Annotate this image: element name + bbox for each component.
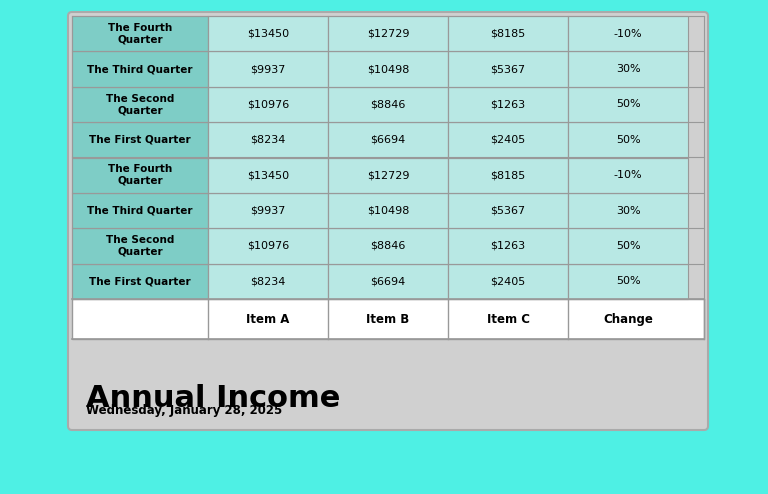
- Bar: [328, 87, 448, 122]
- Bar: [208, 51, 328, 87]
- Bar: [72, 51, 208, 87]
- Text: Annual Income: Annual Income: [86, 384, 340, 413]
- Text: The Fourth
Quarter: The Fourth Quarter: [108, 23, 172, 44]
- Bar: [72, 228, 208, 264]
- Text: $10498: $10498: [367, 206, 409, 215]
- Bar: [568, 228, 688, 264]
- Text: $13450: $13450: [247, 170, 289, 180]
- Text: $8185: $8185: [491, 29, 526, 39]
- Bar: [208, 158, 328, 193]
- Bar: [208, 16, 328, 51]
- Bar: [208, 264, 328, 299]
- Text: The First Quarter: The First Quarter: [89, 135, 190, 145]
- Text: The Second
Quarter: The Second Quarter: [106, 235, 174, 257]
- Text: $10976: $10976: [247, 99, 289, 110]
- Text: The Third Quarter: The Third Quarter: [88, 64, 193, 74]
- Text: $2405: $2405: [491, 276, 526, 287]
- Bar: [72, 299, 704, 339]
- Text: $1263: $1263: [491, 241, 525, 251]
- Bar: [72, 122, 208, 158]
- Bar: [568, 16, 688, 51]
- Text: $5367: $5367: [491, 206, 525, 215]
- Bar: [568, 51, 688, 87]
- Bar: [448, 158, 568, 193]
- Text: 50%: 50%: [616, 99, 641, 110]
- Bar: [208, 122, 328, 158]
- Text: $8234: $8234: [250, 276, 286, 287]
- Text: 30%: 30%: [616, 206, 641, 215]
- Text: $8846: $8846: [370, 99, 406, 110]
- Text: 50%: 50%: [616, 135, 641, 145]
- Bar: [328, 264, 448, 299]
- Bar: [72, 16, 208, 51]
- Text: $6694: $6694: [370, 276, 406, 287]
- Text: The First Quarter: The First Quarter: [89, 276, 190, 287]
- Bar: [568, 158, 688, 193]
- Bar: [72, 87, 208, 122]
- Bar: [328, 193, 448, 228]
- Bar: [208, 193, 328, 228]
- Text: $5367: $5367: [491, 64, 525, 74]
- Bar: [568, 87, 688, 122]
- Text: $8185: $8185: [491, 170, 526, 180]
- Bar: [568, 264, 688, 299]
- Bar: [448, 122, 568, 158]
- Bar: [328, 122, 448, 158]
- Text: The Second
Quarter: The Second Quarter: [106, 94, 174, 115]
- Text: -10%: -10%: [614, 170, 643, 180]
- Bar: [448, 16, 568, 51]
- Bar: [328, 16, 448, 51]
- Bar: [328, 158, 448, 193]
- Text: -10%: -10%: [614, 29, 643, 39]
- Text: Wednesday, January 28, 2025: Wednesday, January 28, 2025: [86, 404, 283, 417]
- Text: $2405: $2405: [491, 135, 526, 145]
- Bar: [568, 193, 688, 228]
- Bar: [328, 51, 448, 87]
- Bar: [208, 228, 328, 264]
- Text: Change: Change: [603, 313, 653, 326]
- Bar: [208, 87, 328, 122]
- Bar: [448, 51, 568, 87]
- Text: $6694: $6694: [370, 135, 406, 145]
- Text: $13450: $13450: [247, 29, 289, 39]
- Bar: [448, 87, 568, 122]
- Text: $9937: $9937: [250, 64, 286, 74]
- Text: 50%: 50%: [616, 241, 641, 251]
- Text: 30%: 30%: [616, 64, 641, 74]
- Text: $8846: $8846: [370, 241, 406, 251]
- Text: The Fourth
Quarter: The Fourth Quarter: [108, 165, 172, 186]
- Bar: [72, 158, 208, 193]
- Text: Item B: Item B: [366, 313, 409, 326]
- Bar: [72, 264, 208, 299]
- Text: $1263: $1263: [491, 99, 525, 110]
- Text: $8234: $8234: [250, 135, 286, 145]
- Text: $9937: $9937: [250, 206, 286, 215]
- Text: Item C: Item C: [487, 313, 530, 326]
- Text: $10498: $10498: [367, 64, 409, 74]
- Text: $12729: $12729: [367, 170, 409, 180]
- FancyBboxPatch shape: [68, 12, 708, 430]
- Bar: [448, 193, 568, 228]
- Bar: [448, 264, 568, 299]
- Text: Item A: Item A: [247, 313, 290, 326]
- Text: 50%: 50%: [616, 276, 641, 287]
- Bar: [568, 122, 688, 158]
- Bar: [448, 228, 568, 264]
- Text: $12729: $12729: [367, 29, 409, 39]
- Bar: [72, 193, 208, 228]
- Text: $10976: $10976: [247, 241, 289, 251]
- Text: The Third Quarter: The Third Quarter: [88, 206, 193, 215]
- Bar: [328, 228, 448, 264]
